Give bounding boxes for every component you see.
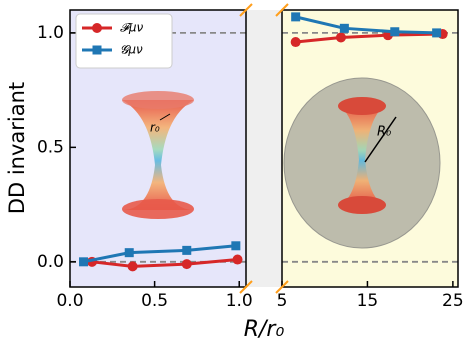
data-point: [291, 12, 301, 22]
y-tick-label: 1.0: [37, 23, 64, 43]
annotation: R₀: [377, 125, 392, 140]
radius-arrow: [364, 116, 397, 163]
axis-break-marks: [239, 3, 289, 294]
x-tick-label: 0.5: [141, 291, 168, 311]
break-mark: [275, 3, 289, 17]
panel-frame: [69, 9, 247, 288]
data-point: [232, 254, 243, 265]
data-point: [182, 245, 192, 255]
data-point: [390, 27, 400, 37]
x-tick-label: 5: [277, 291, 288, 311]
wormhole-right: [338, 105, 386, 206]
y-axis-label: DD invariant: [5, 82, 29, 214]
y-tick-label: 0.0: [37, 252, 64, 272]
wormhole-bottom: [338, 196, 386, 214]
x-tick-label: 25: [442, 291, 464, 311]
x-axis-label: R/r₀: [244, 317, 285, 342]
axis-gap: [246, 10, 282, 287]
wormhole-left: [122, 100, 194, 210]
legend-label: 𝓖μν: [120, 43, 143, 57]
data-point: [339, 23, 349, 33]
data-point: [124, 248, 134, 258]
series-line: [83, 244, 236, 264]
x-tick-label: 15: [357, 291, 379, 311]
y-tick-label: 0.5: [37, 137, 64, 157]
data-point: [432, 28, 442, 38]
series-line: [295, 32, 443, 44]
break-mark: [239, 280, 253, 294]
wormhole-bottom: [122, 199, 194, 219]
legend: 𝓕μν 𝓖μν: [75, 13, 173, 69]
data-point: [79, 257, 89, 267]
panel-frame: [281, 9, 459, 288]
break-mark: [275, 280, 289, 294]
x-tick-label: 0.0: [56, 291, 83, 311]
annotation: r₀: [150, 121, 160, 135]
legend-label: 𝓕μν: [120, 21, 143, 35]
legend-marker: [92, 45, 102, 55]
radius-line: [159, 113, 171, 121]
panel: [282, 12, 458, 263]
data-point: [290, 37, 301, 48]
break-mark: [239, 3, 253, 17]
series-line: [91, 258, 238, 268]
data-point: [127, 261, 138, 272]
data-point: [181, 259, 192, 270]
wormhole-top: [122, 91, 194, 109]
panel: [70, 31, 246, 272]
x-tick-label: 1.0: [226, 291, 253, 311]
legend-marker: [92, 23, 102, 33]
series-line: [295, 15, 437, 35]
data-point: [335, 32, 346, 43]
illustrations: [122, 77, 441, 249]
wormhole-top: [338, 97, 386, 115]
data-point: [231, 241, 241, 251]
